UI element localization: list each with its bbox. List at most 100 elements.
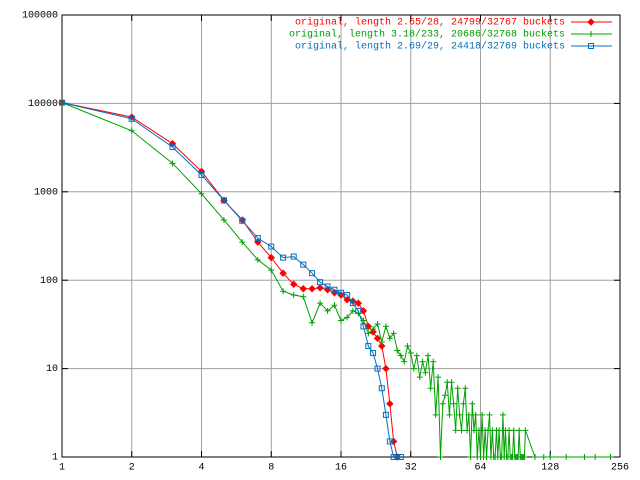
marker [390,330,397,337]
x-tick-label: 1 [59,463,65,474]
y-tick-label: 100000 [22,11,58,22]
marker [427,385,434,392]
legend-marker [588,43,594,49]
series-line [61,102,401,458]
marker [299,285,308,293]
legend-label: original, length 2.69/29, 24418/32769 bu… [295,41,565,53]
marker [128,127,135,134]
marker [308,285,316,293]
marker [198,190,205,197]
marker [563,454,570,460]
plot-frame [61,14,621,458]
marker [522,427,529,434]
marker [349,300,356,307]
marker [452,427,459,434]
marker [324,307,331,314]
marker [425,352,432,359]
marker [360,323,367,330]
marker [370,350,377,357]
marker [373,334,382,343]
marker [464,427,471,434]
marker [268,243,275,250]
marker [316,284,324,292]
y-tick-label: 1000 [34,187,58,198]
legend-label: original, length 2.65/28, 24799/32767 bu… [295,17,565,29]
marker [432,411,439,418]
marker [289,280,298,288]
y-tick-label: 10 [46,364,58,375]
marker [460,400,467,407]
marker [279,269,287,277]
marker [390,454,397,460]
marker [410,365,417,372]
marker [344,292,351,299]
marker [280,288,287,295]
marker [397,352,404,359]
marker [386,335,393,342]
x-tick-label: 256 [611,463,629,474]
x-tick-label: 8 [268,463,274,474]
marker [355,307,362,314]
marker [290,292,297,299]
marker [458,427,465,434]
marker [592,454,599,460]
marker [401,358,408,365]
marker [324,283,331,290]
marker [454,385,461,392]
marker [521,454,528,460]
marker [317,279,324,286]
marker [450,400,457,407]
marker [486,411,493,418]
x-tick-label: 64 [474,463,486,474]
marker [465,411,472,418]
marker [280,254,287,261]
marker [394,454,401,460]
marker [394,347,401,354]
marker [469,400,476,407]
marker [607,454,614,460]
marker [404,343,411,350]
marker [239,239,246,246]
marker [300,293,307,300]
y-tick-label: 100 [40,276,58,287]
marker [456,411,463,418]
marker [462,385,469,392]
marker [540,454,547,460]
x-tick-label: 16 [335,463,347,474]
marker [300,261,307,268]
marker [472,411,479,418]
marker [344,314,351,321]
marker [317,300,324,307]
marker [439,400,446,407]
marker [354,299,363,307]
marker [510,427,517,434]
marker [309,319,316,326]
marker [496,427,503,434]
marker [331,286,338,293]
marker [532,454,538,460]
marker [169,144,176,151]
legend-marker [587,18,595,26]
marker [386,438,393,445]
y-tick-label: 10000 [28,99,58,110]
marker [220,216,227,223]
x-tick-label: 2 [129,463,135,474]
marker [59,99,65,106]
marker [338,317,344,324]
marker [254,235,261,242]
marker [547,454,554,460]
legend-label: original, length 3.18/233, 20686/32768 b… [289,29,565,41]
marker [349,307,356,314]
marker [422,369,429,376]
marker [382,364,390,373]
y-tick-label: 1 [52,453,58,464]
marker [442,392,449,399]
marker [331,302,338,309]
marker [435,374,442,381]
marker [467,454,474,460]
marker [448,379,455,386]
marker [290,253,297,260]
marker [397,454,404,460]
marker [364,322,373,331]
